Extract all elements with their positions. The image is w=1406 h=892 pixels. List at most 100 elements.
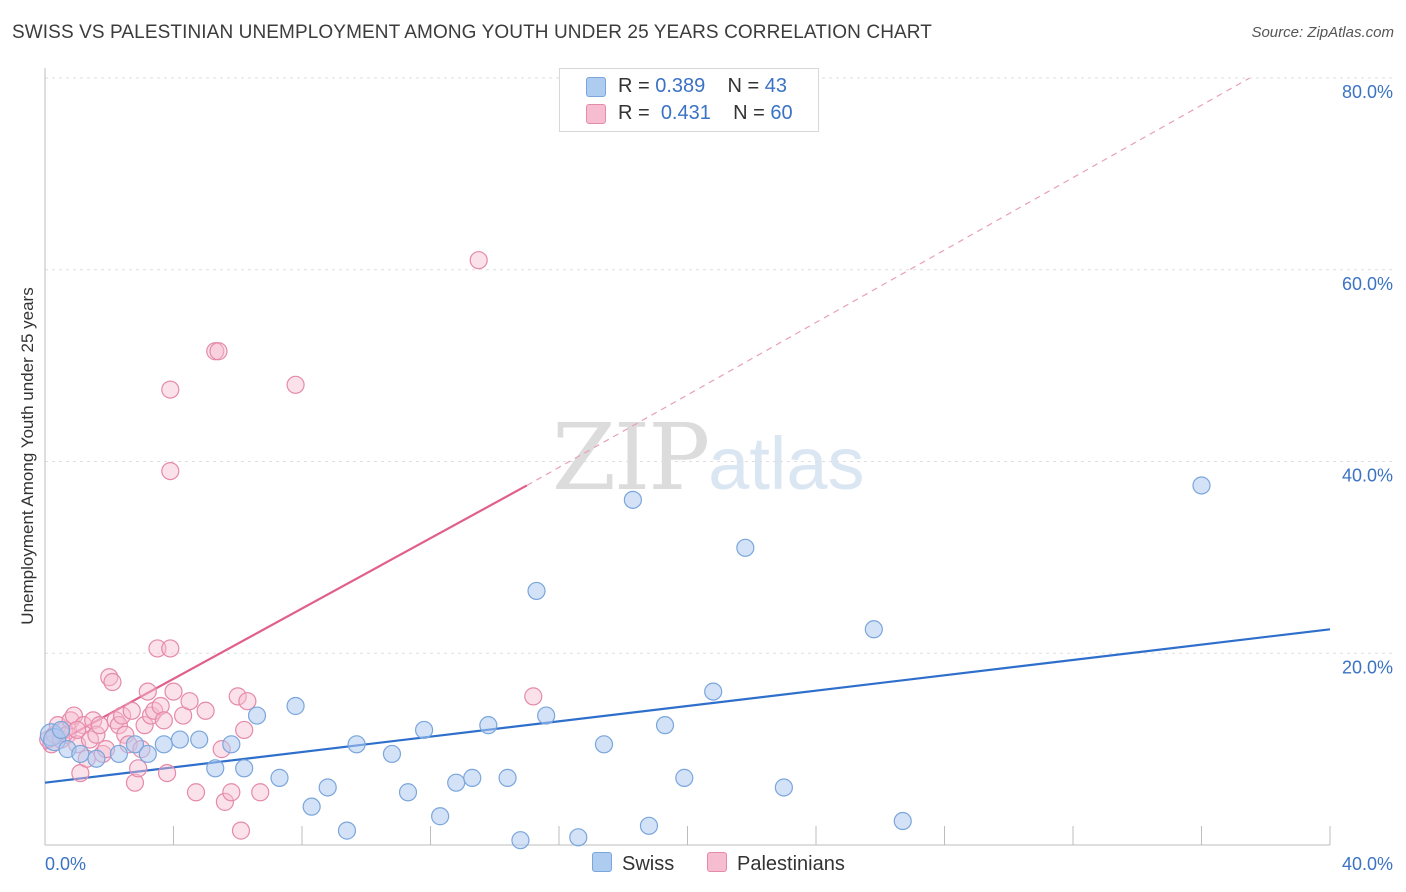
x-tick-label: 0.0% [45, 854, 86, 874]
palestinians-stats: R = 0.431 N = 60 [618, 102, 793, 124]
swiss-swatch [586, 77, 606, 97]
palestinians-point [138, 682, 157, 701]
palestinians-point [151, 696, 170, 716]
chart-title: SWISS VS PALESTINIAN UNEMPLOYMENT AMONG … [12, 22, 932, 43]
palestinians-point [231, 821, 251, 840]
palestinians-point [238, 692, 257, 711]
swiss-point [537, 706, 556, 725]
palestinians-point [161, 380, 180, 399]
swiss-point [138, 744, 157, 764]
swiss-point [51, 720, 71, 740]
swiss-point [206, 759, 225, 778]
swiss-point [247, 706, 267, 725]
swiss-point [398, 783, 418, 802]
swiss-point [527, 581, 546, 601]
palestinians-point [228, 687, 247, 706]
swiss-point [270, 768, 289, 787]
palestinians-point [161, 639, 180, 658]
data-points [39, 251, 1211, 850]
palestinians-point [164, 682, 183, 701]
x-tick-label: 40.0% [1342, 854, 1393, 874]
palestinians-point [286, 375, 305, 394]
legend-swiss: Swiss [592, 852, 674, 876]
palestinians-point [100, 668, 119, 687]
swiss-point [71, 744, 90, 764]
palestinians-trend-extension [526, 77, 1250, 486]
palestinians-point [122, 701, 141, 720]
palestinians-point [186, 783, 206, 802]
swiss-point [498, 768, 517, 787]
palestinians-legend-label: Palestinians [737, 853, 845, 875]
swiss-point [382, 744, 402, 764]
swiss-point [337, 821, 357, 840]
swiss-point [1192, 476, 1211, 495]
palestinians-point [196, 701, 215, 720]
swiss-point [675, 768, 694, 787]
palestinians-point [64, 706, 84, 725]
swiss-point [154, 735, 173, 754]
swiss-point [623, 490, 642, 509]
palestinians-point [161, 461, 180, 481]
swiss-point [639, 816, 659, 835]
palestinians-point [469, 251, 488, 270]
swiss-point [302, 797, 321, 816]
swiss-point [463, 768, 482, 787]
swiss-stats: R = 0.389 N = 43 [618, 75, 788, 97]
palestinians-point [157, 763, 177, 783]
swiss-trend-line [44, 628, 1331, 784]
palestinians-point [109, 716, 128, 735]
swiss-point [511, 831, 530, 850]
swiss-point [655, 716, 675, 735]
swiss-point [414, 720, 434, 740]
swiss-point [235, 759, 254, 778]
legend-palestinians: Palestinians [707, 852, 845, 876]
palestinians-swatch [586, 104, 606, 124]
y-tick-label: 60.0% [1342, 274, 1393, 294]
palestinians-point [129, 759, 148, 778]
palestinians-point [87, 725, 106, 744]
y-tick-label: 40.0% [1342, 466, 1393, 486]
palestinians-point [125, 773, 145, 792]
palestinians-point [90, 716, 109, 735]
swiss-point [864, 620, 883, 639]
swiss-legend-label: Swiss [622, 853, 675, 875]
tick-labels: 20.0% 40.0% 60.0% 80.0% 0.0% 40.0% [45, 82, 1393, 874]
palestinians-point [235, 720, 254, 740]
swiss-point [318, 778, 337, 797]
source-label: Source: ZipAtlas.com [1251, 24, 1394, 41]
swiss-point [222, 735, 241, 754]
swiss-point [594, 735, 614, 754]
palestinians-point [524, 687, 543, 706]
swiss-legend-swatch [592, 852, 612, 872]
y-tick-label: 20.0% [1342, 657, 1393, 677]
swiss-point [569, 828, 588, 847]
palestinians-point [68, 720, 87, 740]
swiss-point [125, 735, 145, 754]
palestinians-point [154, 711, 173, 730]
swiss-point [170, 730, 190, 749]
palestinians-point [251, 783, 270, 802]
trend-lines [44, 77, 1331, 784]
palestinians-point [112, 706, 132, 725]
swiss-point [286, 696, 305, 716]
swiss-point [704, 682, 723, 701]
palestinians-point [148, 639, 167, 658]
y-tick-label: 80.0% [1342, 82, 1393, 102]
swiss-point [431, 807, 450, 826]
palestinians-point [222, 783, 241, 802]
swiss-point [190, 730, 209, 749]
palestinians-point [135, 716, 154, 735]
swiss-point [736, 538, 755, 557]
palestinians-point [209, 342, 228, 361]
swiss-point [87, 749, 106, 768]
correlation-legend: R = 0.389 N = 43 R = 0.431 N = 60 [559, 68, 819, 132]
palestinians-point [215, 792, 234, 811]
axes [44, 68, 1331, 846]
swiss-point [893, 811, 912, 831]
swiss-point [447, 773, 466, 792]
swiss-point [479, 716, 498, 735]
swiss-point [774, 778, 793, 797]
palestinians-point [103, 672, 122, 692]
swiss-point [347, 735, 366, 754]
